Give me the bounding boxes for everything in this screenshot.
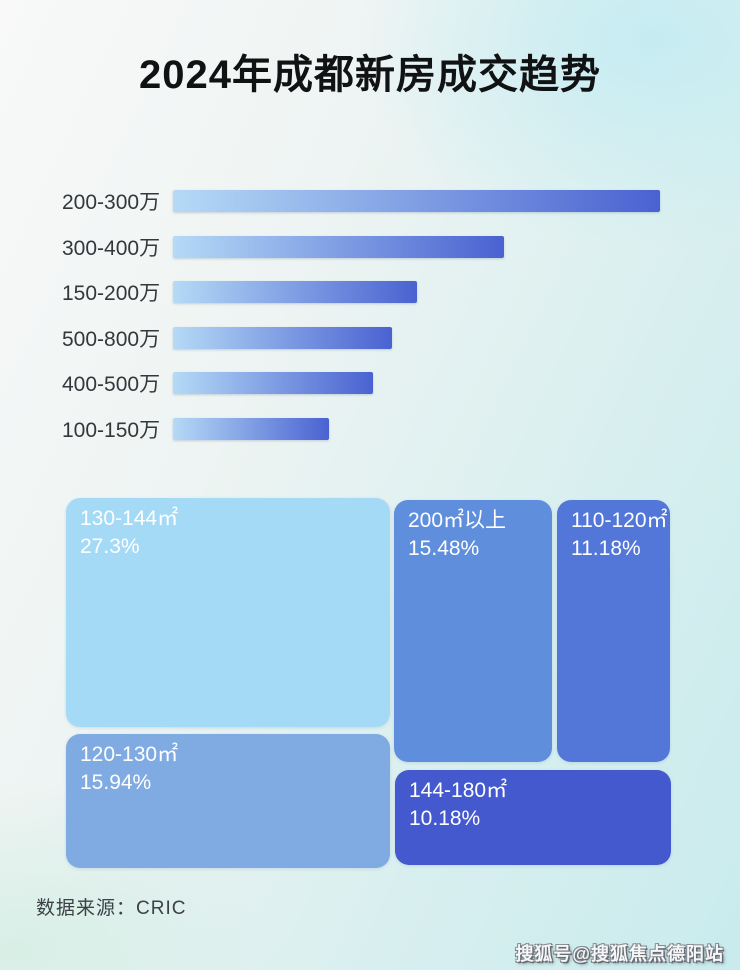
bar-row: 300-400万 (0, 235, 740, 260)
bar-fill (173, 190, 660, 212)
treemap-block: 144-180㎡ 10.18% (395, 770, 671, 865)
treemap-block-value: 15.94% (80, 771, 152, 795)
floor-area-treemap: 130-144㎡ 27.3% 120-130㎡ 15.94% 200㎡以上 15.48% 1… (66, 497, 672, 869)
page-title: 2024年成都新房成交趋势 (139, 53, 601, 97)
treemap-block-label: 200㎡以上 (408, 509, 507, 532)
data-source-label: 数据来源：CRIC (36, 898, 187, 919)
treemap-block: 110-120㎡ 11.18% (557, 500, 670, 762)
bar-category-label: 150-200万 (62, 282, 161, 305)
treemap-block: 200㎡以上 15.48% (394, 500, 552, 762)
bar-category-label: 100-150万 (62, 418, 161, 442)
treemap-block: 130-144㎡ 27.3% (66, 498, 390, 727)
bar-fill (173, 326, 392, 349)
treemap-block-label: 144-180㎡ (409, 779, 508, 802)
bar-track (173, 281, 740, 303)
bar-row: 150-200万 (0, 281, 740, 305)
treemap-block-value: 15.48% (408, 537, 480, 561)
bar-track (173, 190, 740, 212)
treemap-block-label: 130-144㎡ (80, 507, 179, 530)
bar-fill (173, 281, 417, 303)
treemap-block-label: 120-130㎡ (80, 743, 179, 766)
bar-category-label: 500-800万 (62, 327, 161, 351)
bar-track (173, 326, 740, 349)
bar-category-label: 300-400万 (62, 236, 161, 260)
bar-fill (173, 417, 329, 440)
treemap-block-value: 10.18% (409, 807, 481, 831)
watermark-text: 搜狐号@搜狐焦点德阳站 (515, 944, 724, 964)
bar-track (173, 235, 740, 258)
treemap-block-label: 110-120㎡ (571, 509, 668, 532)
treemap-block-value: 11.18% (571, 537, 641, 561)
bar-fill (173, 372, 373, 394)
bar-row: 400-500万 (0, 372, 740, 396)
bar-category-label: 200-300万 (62, 191, 161, 214)
bar-track (173, 417, 740, 440)
bar-track (173, 372, 740, 394)
bar-row: 100-150万 (0, 417, 740, 442)
treemap-block: 120-130㎡ 15.94% (66, 734, 390, 868)
bar-row: 500-800万 (0, 326, 740, 351)
bar-category-label: 400-500万 (62, 373, 161, 396)
bar-fill (173, 235, 504, 258)
treemap-block-value: 27.3% (80, 535, 140, 559)
bar-row: 200-300万 (0, 190, 740, 214)
price-band-bar-chart: 200-300万 300-400万 150-200万 500-800万 400-500万… (0, 190, 740, 463)
